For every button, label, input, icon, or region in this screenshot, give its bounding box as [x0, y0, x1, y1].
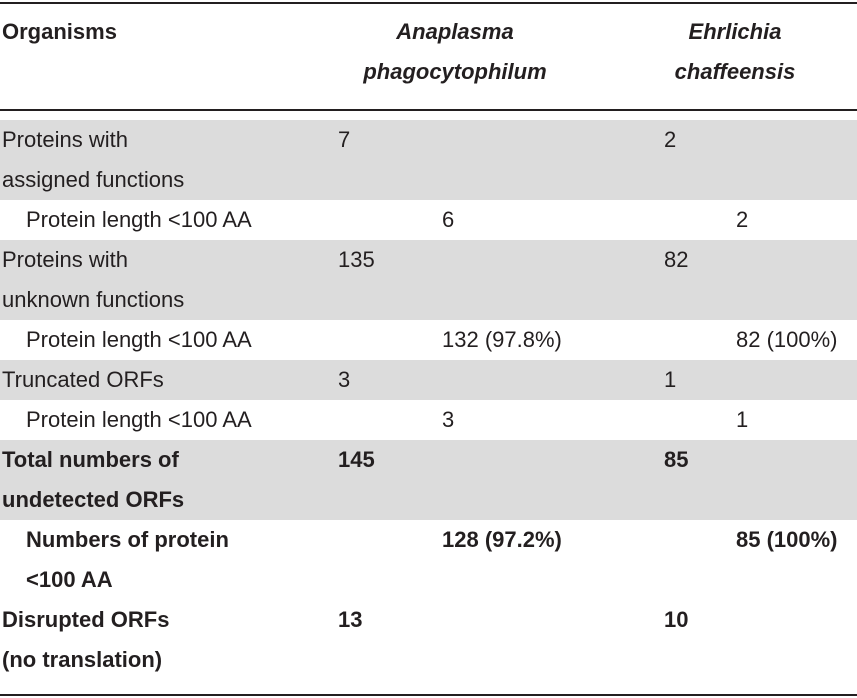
table-row: Numbers of protein <100 AA 128 (97.2%) 85 (… [0, 520, 857, 600]
header-ehrlichia-line-1: Ehrlichia [688, 19, 782, 44]
row-label-line: Total numbers of [2, 447, 179, 472]
row-label: Disrupted ORFs (no translation) [2, 600, 169, 680]
row-label: Proteins with assigned functions [2, 120, 184, 200]
ehrlichia-count: 2 [664, 127, 677, 152]
row-label-line: Protein length <100 AA [26, 327, 252, 352]
table-row: Proteins with unknown functions 135 82 [0, 240, 857, 320]
row-label: Protein length <100 AA [26, 200, 252, 240]
ehrlichia-short-count: 82 (100%) [736, 327, 838, 352]
ehrlichia-short-count: 85 (100%) [736, 527, 838, 552]
ehrlichia-count: 10 [664, 607, 689, 632]
ehrlichia-short-count: 1 [736, 407, 749, 432]
table-top-rule [0, 2, 857, 4]
ehrlichia-count: 85 [664, 447, 689, 472]
anaplasma-count: 3 [338, 367, 351, 392]
anaplasma-short-count: 132 (97.8%) [442, 327, 562, 352]
table-header-rule [0, 109, 857, 111]
header-organisms: Organisms [2, 19, 117, 44]
row-label-line: Protein length <100 AA [26, 207, 252, 232]
row-label-line: undetected ORFs [2, 487, 185, 512]
row-label: Proteins with unknown functions [2, 240, 184, 320]
anaplasma-short-count: 6 [442, 207, 455, 232]
row-label: Numbers of protein <100 AA [26, 520, 229, 600]
anaplasma-short-count: 128 (97.2%) [442, 527, 562, 552]
row-label-line: Disrupted ORFs [2, 607, 170, 632]
table-bottom-rule [0, 694, 857, 696]
header-ehrlichia-line-2: chaffeensis [674, 59, 796, 84]
row-label-line: Protein length <100 AA [26, 407, 252, 432]
anaplasma-count: 13 [338, 607, 363, 632]
table-row: Proteins with assigned functions 7 2 [0, 120, 857, 200]
table-row: Protein length <100 AA 132 (97.8%) 82 (100… [0, 320, 857, 360]
header-ehrlichia: Ehrlichia chaffeensis [650, 12, 820, 92]
table-row: Truncated ORFs 3 1 [0, 360, 857, 400]
row-label-line: assigned functions [2, 167, 185, 192]
ehrlichia-short-count: 2 [736, 207, 749, 232]
anaplasma-short-count: 3 [442, 407, 455, 432]
table-row: Protein length <100 AA 3 1 [0, 400, 857, 440]
row-label-line: <100 AA [26, 567, 113, 592]
header-anaplasma-line-2: phagocytophilum [363, 59, 547, 84]
row-label-line: (no translation) [2, 647, 163, 672]
anaplasma-count: 135 [338, 247, 375, 272]
row-label-line: Proteins with [2, 247, 128, 272]
table-row: Disrupted ORFs (no translation) 13 10 [0, 600, 857, 680]
table-row: Total numbers of undetected ORFs 145 85 [0, 440, 857, 520]
table-row: Protein length <100 AA 6 2 [0, 200, 857, 240]
row-label-line: Numbers of protein [26, 527, 229, 552]
row-label: Protein length <100 AA [26, 400, 252, 440]
table-header: Organisms Anaplasma phagocytophilum Ehrl… [0, 4, 857, 109]
row-label: Total numbers of undetected ORFs [2, 440, 184, 520]
row-label-line: Proteins with [2, 127, 128, 152]
anaplasma-count: 7 [338, 127, 351, 152]
row-label-line: unknown functions [2, 287, 185, 312]
row-label: Protein length <100 AA [26, 320, 252, 360]
header-anaplasma: Anaplasma phagocytophilum [330, 12, 580, 92]
row-label-line: Truncated ORFs [2, 367, 164, 392]
anaplasma-count: 145 [338, 447, 375, 472]
row-label: Truncated ORFs [2, 360, 164, 400]
ehrlichia-count: 82 [664, 247, 689, 272]
header-anaplasma-line-1: Anaplasma [396, 19, 514, 44]
ehrlichia-count: 1 [664, 367, 677, 392]
